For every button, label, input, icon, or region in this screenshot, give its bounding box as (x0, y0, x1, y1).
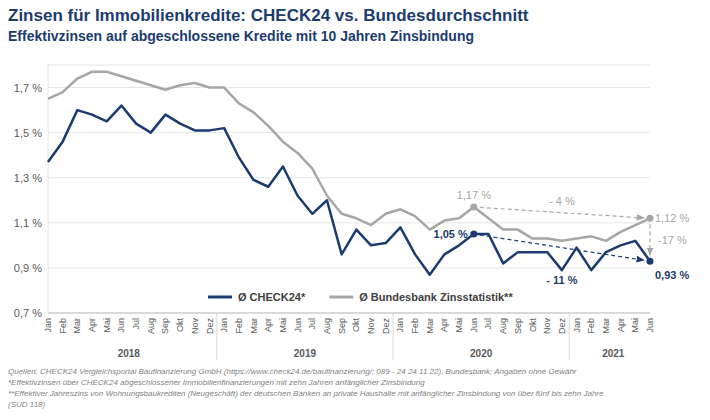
top-frame-line (48, 65, 650, 66)
annotation-label: - 11 % (546, 274, 577, 286)
year-label: 2018 (118, 348, 141, 359)
year-separator (393, 313, 394, 360)
note: **Effektiver Jahreszins von Wohnungsbauk… (8, 389, 604, 398)
x-tick-label: Mar (425, 318, 435, 334)
x-tick-label: Aug (322, 318, 332, 334)
y-tick-label: 1,1 % (14, 217, 42, 229)
x-tick-label: Dez (205, 318, 215, 335)
y-tick-label: 1,5 % (14, 127, 42, 139)
grid-line (48, 132, 650, 133)
x-tick-label: Mai (102, 318, 112, 333)
x-tick-label: Mai (630, 318, 640, 333)
x-tick-label: Nov (190, 318, 200, 335)
y-tick-label: 0,9 % (14, 262, 42, 274)
y-tick-label: 0,7 % (14, 307, 42, 319)
x-tick-label: Jan (43, 318, 53, 333)
x-tick-label: Aug (146, 318, 156, 334)
x-tick-label: Feb (586, 318, 596, 334)
annotation-label: -17 % (658, 234, 687, 246)
point-marker (647, 215, 654, 222)
grid-line (48, 313, 650, 314)
plot-area (48, 72, 654, 275)
series-line (48, 106, 650, 275)
y-axis-line (48, 65, 49, 313)
x-tick-label: Jun (116, 318, 126, 333)
point-marker (647, 258, 654, 265)
subtitle: Effektivzinsen auf abgeschlossene Kredit… (8, 28, 474, 44)
x-tick-label: Sep (513, 318, 523, 334)
x-tick-label: Mar (249, 318, 259, 334)
x-tick-label: Jan (395, 318, 405, 333)
x-tick-label: Jul (483, 318, 493, 330)
x-tick-label: Mai (278, 318, 288, 333)
x-tick-label: Nov (542, 318, 552, 335)
x-tick-label: Jan (572, 318, 582, 333)
legend-label: Ø CHECK24* (238, 291, 306, 303)
x-tick-label: Sep (160, 318, 170, 334)
x-tick-label: Jun (645, 318, 655, 333)
x-tick-label: Apr (439, 318, 449, 332)
x-tick-label: Jan (219, 318, 229, 333)
x-tick-label: Okt (528, 318, 538, 333)
legend-swatch (208, 296, 232, 299)
y-tick-label: 1,3 % (14, 172, 42, 184)
annotation-arrow (480, 207, 644, 218)
point-marker (470, 231, 477, 238)
legend-label: Ø Bundesbank Zinsstatistik** (359, 291, 513, 303)
year-label: 2019 (294, 348, 317, 359)
x-tick-label: Apr (87, 318, 97, 332)
x-tick-label: Dez (557, 318, 567, 335)
note: Quellen: CHECK24 Vergleichsportal Baufin… (8, 367, 577, 376)
x-tick-label: Mar (72, 318, 82, 334)
year-separator (216, 313, 217, 360)
point-label: 1,05 % (434, 228, 468, 240)
legend-swatch (329, 296, 353, 299)
title: Zinsen für Immobilienkredite: CHECK24 vs… (8, 6, 529, 25)
x-tick-label: Sep (337, 318, 347, 334)
grid-line (48, 222, 650, 223)
x-tick-label: Jul (131, 318, 141, 330)
year-label: 2021 (602, 348, 625, 359)
x-tick-label: Apr (616, 318, 626, 332)
x-tick-label: Jun (469, 318, 479, 333)
x-tick-label: Feb (234, 318, 244, 334)
x-tick-label: Mai (454, 318, 464, 333)
y-tick-label: 1,7 % (14, 82, 42, 94)
annotation-arrow (649, 224, 650, 255)
x-tick-label: Nov (366, 318, 376, 335)
annotation-label: - 4 % (549, 195, 575, 207)
point-label: 0,93 % (655, 269, 689, 281)
note: (SUD 118) (8, 400, 46, 409)
x-tick-label: Apr (263, 318, 273, 332)
grid-line (48, 87, 650, 88)
x-tick-label: Feb (58, 318, 68, 334)
x-tick-label: Jun (293, 318, 303, 333)
year-label: 2020 (470, 348, 493, 359)
point-marker (470, 204, 477, 211)
x-tick-label: Mar (601, 318, 611, 334)
grid-line (48, 177, 650, 178)
x-tick-label: Okt (351, 318, 361, 333)
point-label: 1,12 % (655, 212, 689, 224)
chart: Zinsen für Immobilienkredite: CHECK24 vs… (0, 0, 710, 420)
note: *Effektivzinsen über CHECK24 abgeschloss… (8, 378, 425, 387)
year-separator (569, 313, 570, 360)
x-tick-label: Okt (175, 318, 185, 333)
x-axis-line (48, 313, 650, 314)
x-tick-label: Aug (498, 318, 508, 334)
point-label: 1,17 % (457, 189, 491, 201)
x-tick-label: Dez (381, 318, 391, 335)
x-tick-label: Feb (410, 318, 420, 334)
x-tick-label: Jul (307, 318, 317, 330)
annotation-arrow (480, 235, 644, 260)
series-line (48, 72, 650, 241)
legend: Ø CHECK24* Ø Bundesbank Zinsstatistik** (208, 291, 513, 303)
